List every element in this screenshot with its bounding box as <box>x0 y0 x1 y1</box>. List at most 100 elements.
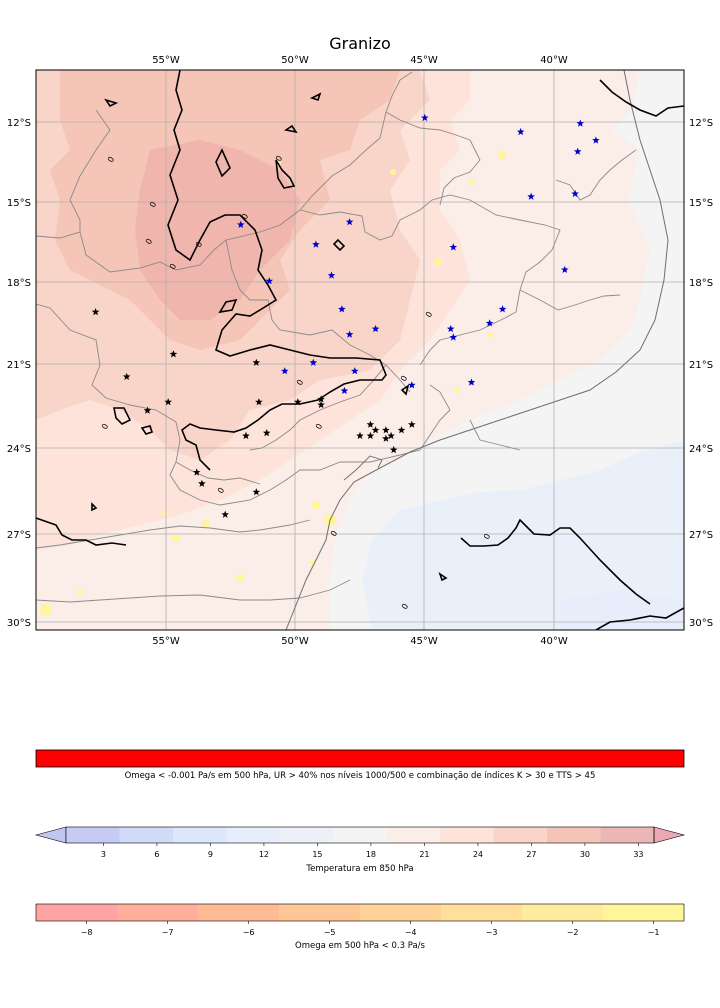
hail-station-star-black <box>366 420 375 428</box>
contour-label: 0 <box>482 532 492 541</box>
hail-station-star-blue <box>345 330 354 338</box>
hail-station-star-black <box>366 431 375 440</box>
hail-colorbar-fill <box>35 749 685 768</box>
temperature-colorbar-tick-label: 33 <box>633 850 643 859</box>
omega-colorbar-cell <box>36 904 118 921</box>
hail-station-star-black <box>221 510 229 518</box>
hail-station-star-black <box>91 308 100 316</box>
hail-station-star-blue <box>573 147 582 155</box>
hail-station-star-blue <box>576 119 585 127</box>
temperature-field-33 <box>135 140 300 320</box>
temperature-colorbar-cell <box>493 827 548 843</box>
temperature-colorbar-ticks: 3 6 9 12 15 18 21 24 27 30 33 <box>101 843 644 859</box>
temperature-colorbar-tick-label: 30 <box>580 850 590 859</box>
contour-label: 0 <box>194 240 204 249</box>
omega-colorbar-tick-label: −1 <box>648 928 660 937</box>
contour-label: 0 <box>399 374 409 383</box>
omega-colorbar-tick-label: −4 <box>405 928 417 937</box>
omega-colorbar-cell <box>522 904 604 921</box>
temperature-colorbar-tick-label: 6 <box>154 850 159 859</box>
contour-label: 0 <box>240 212 250 221</box>
hail-station-star-blue <box>312 240 320 248</box>
temperature-colorbar-cell <box>226 827 281 843</box>
hail-station-stars <box>91 113 600 518</box>
hail-colorbar-label: Omega < -0.001 Pa/s em 500 hPa, UR > 40%… <box>125 771 596 781</box>
hail-station-star-blue <box>485 319 494 327</box>
map-title: Granizo <box>329 34 391 53</box>
hail-station-star-blue <box>498 305 507 313</box>
hail-station-star-blue <box>338 305 346 313</box>
hail-station-star-black <box>143 406 152 414</box>
map-frame <box>35 69 685 631</box>
hail-station-star-blue <box>516 127 525 136</box>
hail-station-star-blue <box>309 358 318 366</box>
hail-station-star-black <box>371 426 380 434</box>
map-panel[interactable]: 0 0 0 0 0 0 0 0 0 0 0 0 0 0 0 0 <box>36 70 684 630</box>
hail-station-star-blue <box>345 218 354 226</box>
hail-station-star-black <box>252 358 261 366</box>
omega-colorbar-cell <box>360 904 442 921</box>
map-gridlines <box>36 70 684 630</box>
contour-label: 0 <box>329 529 339 538</box>
lat-tick-label: 12°S <box>7 118 31 129</box>
hail-station-star-black <box>317 400 325 409</box>
temperature-colorbar-tick-label: 9 <box>208 850 213 859</box>
omega-colorbar-tick-label: −3 <box>486 928 498 937</box>
contour-labels: 0 0 0 0 0 0 0 0 0 0 0 0 0 0 0 0 <box>100 154 492 611</box>
hail-station-star-blue <box>237 220 245 228</box>
omega-colorbar-ticks: −8 −7 −6 −5 −4 −3 −2 −1 <box>81 921 660 937</box>
lat-tick-label: 15°S <box>7 198 31 209</box>
hail-station-star-black <box>198 479 206 487</box>
temperature-colorbar-tick-label: 15 <box>312 850 322 859</box>
omega-colorbar-outline <box>35 903 685 922</box>
lon-tick-label: 55°W <box>152 55 180 66</box>
hail-station-star-blue <box>351 367 359 375</box>
contour-label: 0 <box>295 378 305 387</box>
lat-tick-label: 21°S <box>689 360 713 371</box>
omega-colorbar-tick-label: −5 <box>324 928 336 937</box>
temperature-colorbar-cell <box>547 827 602 843</box>
lat-tick-label: 27°S <box>7 530 31 541</box>
omega-colorbar-tick-label: −6 <box>243 928 255 937</box>
temperature-colorbar-label: Temperatura em 850 hPa <box>305 864 413 874</box>
lat-tick-label: 15°S <box>689 198 713 209</box>
hail-station-star-black <box>169 350 178 358</box>
hail-station-star-black <box>242 431 250 440</box>
temperature-colorbar: 3 6 9 12 15 18 21 24 27 30 33 Temperatura em 850 h… <box>34 826 686 874</box>
temperature-colorbar-tick-label: 21 <box>419 850 429 859</box>
hail-station-star-black <box>387 431 395 440</box>
temperature-colorbar-tick-label: 3 <box>101 850 106 859</box>
temperature-colorbar-tick-label: 18 <box>366 850 376 859</box>
hail-station-star-blue <box>371 324 380 333</box>
omega-colorbar-cells <box>36 904 685 921</box>
temperature-colorbar-cell <box>333 827 388 843</box>
temperature-field-cool <box>362 440 684 630</box>
lat-tick-label: 24°S <box>7 444 31 455</box>
temperature-colorbar-tick-label: 24 <box>473 850 483 859</box>
hail-station-star-black <box>122 372 131 380</box>
lon-tick-label: 40°W <box>540 55 568 66</box>
omega-colorbar-cell <box>117 904 199 921</box>
hail-station-star-blue <box>449 333 458 341</box>
contour-label: 0 <box>216 486 226 495</box>
lon-labels-bottom: 55°W 50°W 45°W 40°W <box>152 636 568 647</box>
coastline-south-detail <box>343 455 383 481</box>
temperature-colorbar-under-arrow <box>34 826 67 844</box>
hail-station-star-blue <box>446 324 455 333</box>
hail-station-star-blue <box>327 271 336 279</box>
lon-tick-label: 40°W <box>540 636 568 647</box>
omega-colorbar-label: Omega em 500 hPa < 0.3 Pa/s <box>295 941 426 951</box>
lat-tick-label: 30°S <box>689 618 713 629</box>
omega-colorbar-tick-label: −7 <box>162 928 174 937</box>
contour-label: 0 <box>424 310 434 319</box>
lat-labels-left: 12°S 15°S 18°S 21°S 24°S 27°S 30°S <box>7 118 31 629</box>
temperature-colorbar-over-arrow <box>653 826 686 844</box>
contour-label: 0 <box>168 262 178 271</box>
contour-label: 0 <box>314 422 324 431</box>
hail-station-star-blue <box>340 386 349 394</box>
lat-tick-label: 24°S <box>689 444 713 455</box>
hail-station-star-black <box>164 398 172 406</box>
contour-label: 0 <box>100 422 110 431</box>
omega-colorbar-cell <box>603 904 685 921</box>
lon-tick-label: 55°W <box>152 636 180 647</box>
